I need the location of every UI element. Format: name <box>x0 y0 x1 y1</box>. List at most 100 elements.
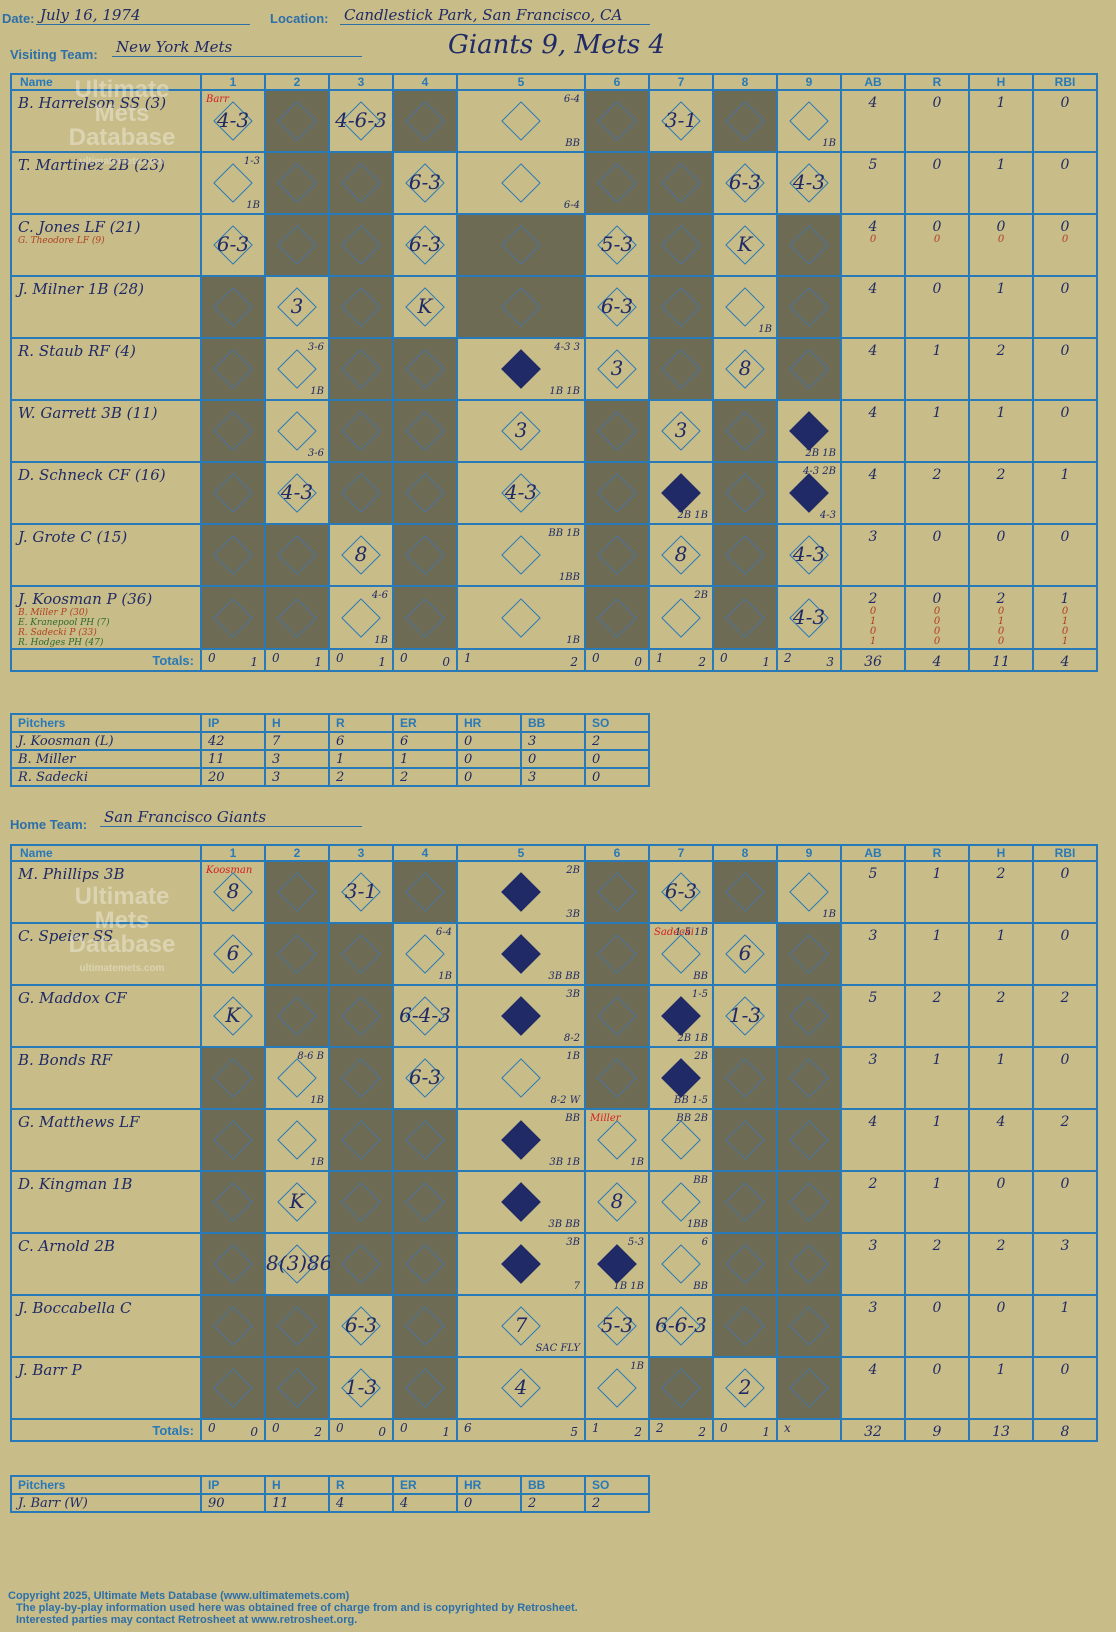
inning-cell <box>712 1046 778 1110</box>
base-diamond <box>501 225 541 265</box>
stat-value: 2 <box>868 591 878 607</box>
totals-row: Totals: 0 0 0 2 0 0 0 1 6 5 1 2 2 2 0 1 x 32 9 13 8 <box>10 1418 1098 1442</box>
inning-cell: 3B 7 <box>456 1232 586 1296</box>
column-header-1: 1 <box>200 844 266 862</box>
sub-stat-value: 0 <box>869 626 877 637</box>
column-header-9: 9 <box>776 844 842 862</box>
base-diamond <box>405 535 445 575</box>
inning-cell: 8 Koosman <box>200 860 266 924</box>
column-header-h: H <box>968 73 1034 91</box>
inning-cell <box>328 1170 394 1234</box>
batter-row: M. Phillips 3B 8 Koosman 3-1 2B 3B 6-3 1B 5 1 2 0 <box>10 860 1098 924</box>
pitcher-row: J. Barr (W) 90 11 4 4 0 2 2 <box>10 1493 650 1513</box>
stat-value: 0 <box>996 219 1006 235</box>
play-result: 8 <box>354 542 368 566</box>
batter-stat: 2 <box>968 860 1034 924</box>
home-team-label: Home Team: <box>10 817 88 832</box>
stat-value: 2 <box>996 591 1006 607</box>
inning-cell: K <box>264 1170 330 1234</box>
base-diamond <box>789 1182 829 1222</box>
base-diamond <box>341 1182 381 1222</box>
game-total-stat: 32 <box>840 1418 906 1442</box>
inning-cell: 2B 1B <box>648 461 714 525</box>
pitcher-row: J. Koosman (L) 42 7 6 6 0 3 2 <box>10 731 650 751</box>
batter-stat: 3 <box>840 1046 906 1110</box>
pitcher-column-pitchers: Pitchers <box>10 1475 202 1495</box>
base-diamond <box>405 1306 445 1346</box>
pitcher-column-h: H <box>264 1475 330 1495</box>
batter-stat: 0 <box>968 1294 1034 1358</box>
play-note-top: 3B <box>566 989 580 1000</box>
base-diamond <box>597 1368 637 1408</box>
sub-stat-value: 0 <box>933 626 941 637</box>
base-diamond <box>213 597 253 638</box>
game-total-stat: 4 <box>904 648 970 672</box>
inning-cell <box>584 984 650 1048</box>
play-note-top: 1-5 <box>691 989 708 1000</box>
stat-value: 1 <box>996 281 1006 297</box>
inning-runs: 1 <box>592 1421 600 1435</box>
inning-cell: 6-3 <box>328 1294 394 1358</box>
run-scored-diamond <box>501 1244 541 1284</box>
stat-value: 0 <box>1060 95 1070 111</box>
play-result: 4-3 <box>504 480 538 504</box>
base-diamond <box>341 411 381 451</box>
inning-cell <box>392 399 458 463</box>
pitcher-column-hr: HR <box>456 1475 522 1495</box>
inning-cell <box>776 275 842 339</box>
inning-cell: 1-3 <box>712 984 778 1048</box>
inning-cell <box>776 1046 842 1110</box>
stat-value: 1 <box>996 1362 1006 1378</box>
run-scored-diamond <box>789 473 829 513</box>
sub-stat-value: 1 <box>1061 616 1069 627</box>
inning-hits: 3 <box>826 655 834 669</box>
inning-cell: 3B BB <box>456 922 586 986</box>
inning-cell: 8 <box>328 523 394 587</box>
run-scored-diamond <box>789 411 829 451</box>
stat-value: 0 <box>1060 405 1070 421</box>
pitcher-change-note: Koosman <box>206 865 253 876</box>
batter-stat: 0 <box>1032 1170 1098 1234</box>
base-diamond <box>725 1244 765 1284</box>
inning-cell: 6-4-3 <box>392 984 458 1048</box>
inning-cell: 3B BB <box>456 1170 586 1234</box>
location-label: Location: <box>270 11 329 26</box>
inning-hits: 0 <box>442 655 450 669</box>
column-header-2: 2 <box>264 844 330 862</box>
play-note-bottom: 3-6 <box>307 448 324 459</box>
pitcher-header-row: Pitchers IP H R ER HR BB SO <box>10 713 650 733</box>
inning-cell: 4-3 <box>776 523 842 587</box>
inning-cell: 2B BB 1-5 <box>648 1046 714 1110</box>
play-result: 1-3 <box>728 1003 762 1027</box>
play-note-top: 3B <box>566 1237 580 1248</box>
play-note-bottom: 3B 1B <box>549 1157 580 1168</box>
base-diamond <box>341 1120 381 1160</box>
inning-runs: 0 <box>400 1421 408 1435</box>
batter-name: J. Barr P <box>18 1361 82 1379</box>
base-diamond <box>789 225 829 265</box>
column-header-5: 5 <box>456 73 586 91</box>
batter-stat: 1 <box>968 399 1034 463</box>
sub-stat-value: 0 <box>997 606 1005 617</box>
pitcher-ip: 42 <box>200 731 266 751</box>
inning-cell: 6-4 <box>456 151 586 215</box>
stat-value: 4 <box>868 95 878 111</box>
inning-cell: 4-3 <box>776 151 842 215</box>
inning-cell: 2 <box>712 1356 778 1420</box>
base-diamond <box>661 1244 701 1284</box>
inning-cell: 8 <box>584 1170 650 1234</box>
pitcher-h: 3 <box>264 767 330 787</box>
batter-stat: 1 <box>968 1046 1034 1110</box>
play-result: 8(3)86 <box>266 1251 333 1275</box>
batter-name-cell: T. Martinez 2B (23) <box>10 151 202 215</box>
play-note-bottom: 1B <box>630 1157 644 1168</box>
stat-value: 3 <box>1060 1238 1070 1254</box>
stat-value: 0 <box>1060 1176 1070 1192</box>
base-diamond <box>597 163 637 203</box>
